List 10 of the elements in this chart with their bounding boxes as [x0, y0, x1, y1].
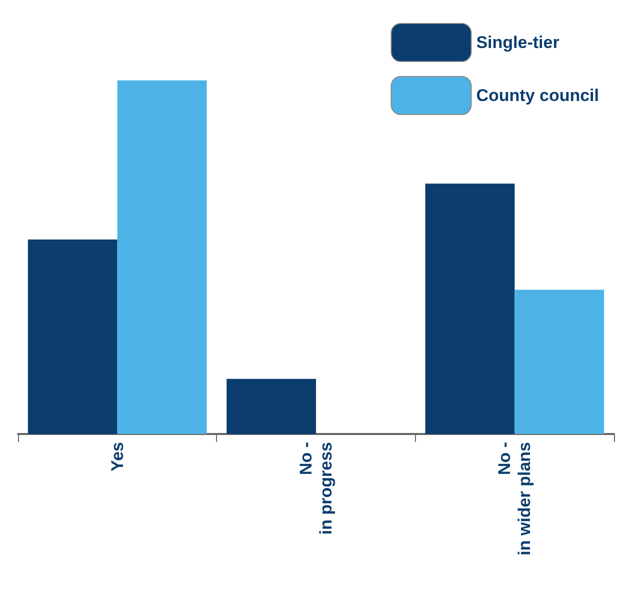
- x-tick-label: Yes: [108, 442, 127, 472]
- legend-label: Single-tier: [476, 33, 560, 52]
- bar: [117, 80, 207, 434]
- legend-label: County council: [476, 86, 600, 105]
- x-tick-label: No - in wider plans: [495, 442, 534, 556]
- bar: [514, 290, 604, 434]
- bar: [28, 240, 118, 434]
- bar: [425, 184, 515, 434]
- x-tick-label: No - in progress: [296, 442, 336, 535]
- bar: [226, 378, 316, 434]
